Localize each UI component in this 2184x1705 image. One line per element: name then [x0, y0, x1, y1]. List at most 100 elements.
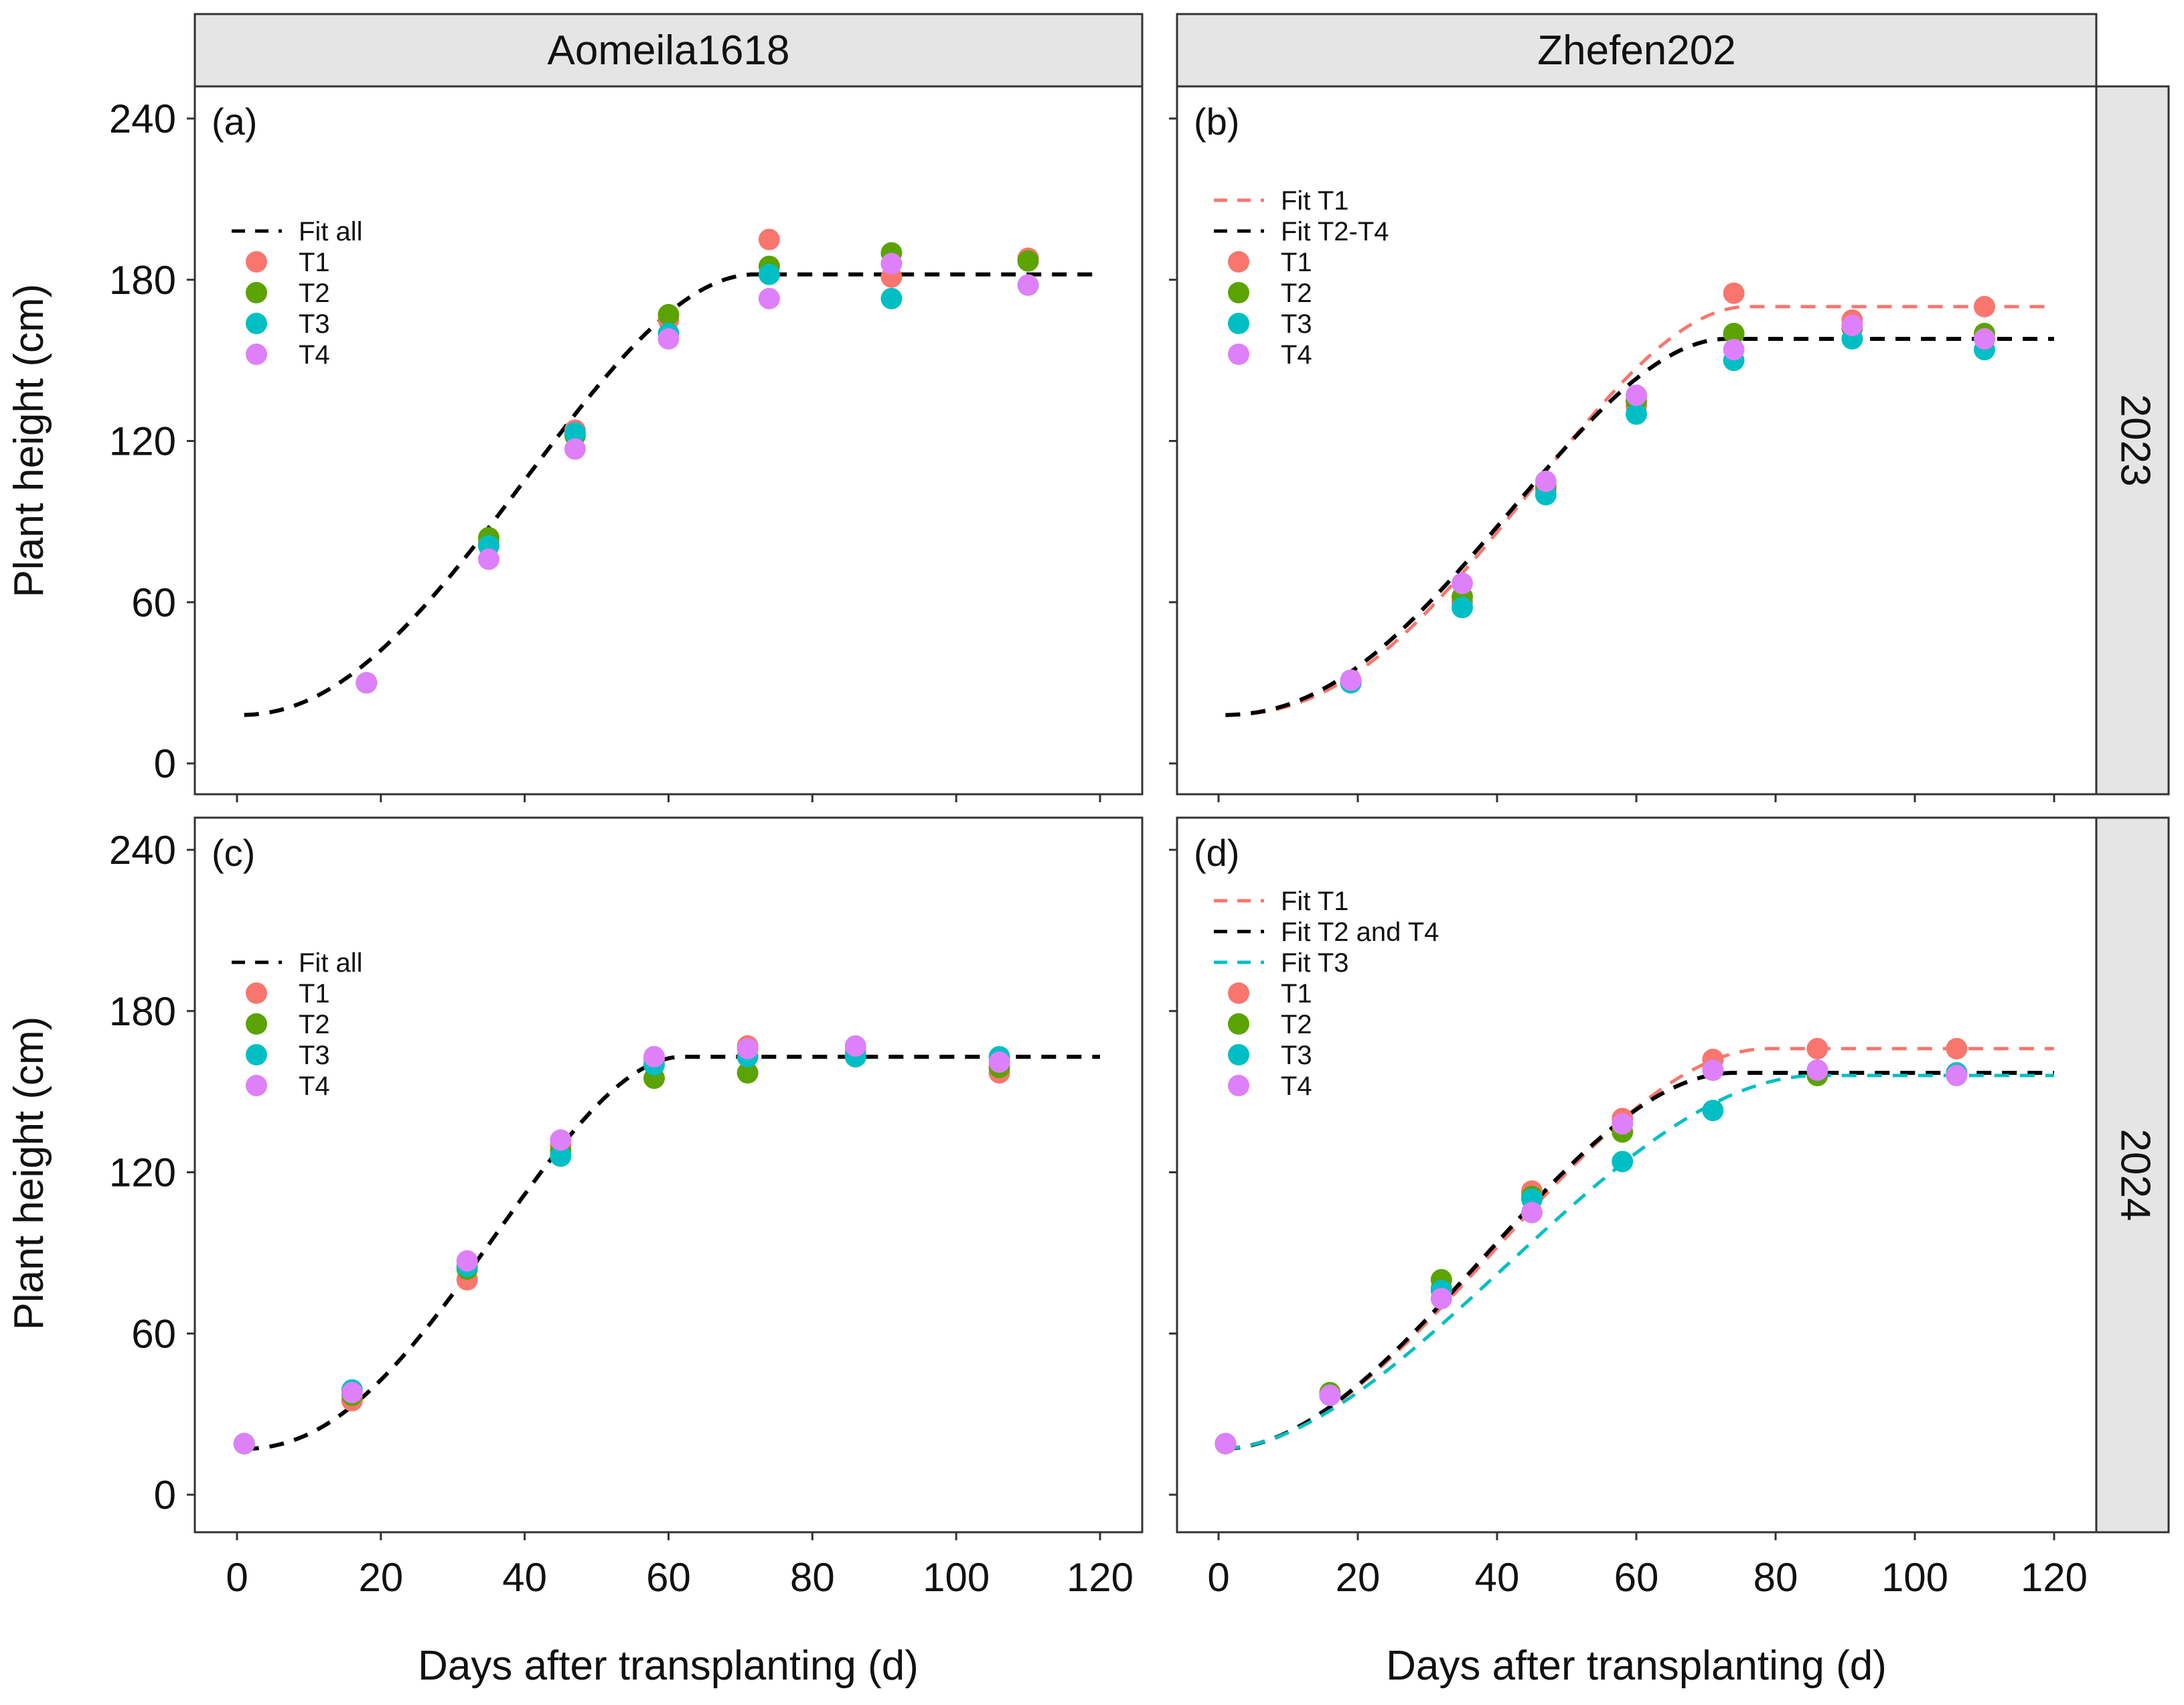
legend-label: T2	[1281, 279, 1312, 308]
legend-point-icon	[1228, 1013, 1249, 1035]
data-point-t4	[1723, 339, 1745, 361]
legend-point-icon	[246, 251, 267, 273]
panel-label: (a)	[212, 100, 257, 143]
legend-label: Fit T2-T4	[1281, 217, 1389, 246]
legend-label: Fit T1	[1281, 186, 1349, 216]
data-point-t2	[1017, 250, 1039, 272]
x-axis-label-right: Days after transplanting (d)	[1386, 1643, 1887, 1689]
legend-label: T3	[1281, 309, 1312, 339]
x-tick-label: 0	[226, 1555, 248, 1600]
data-point-t4	[1626, 384, 1647, 406]
fit-line	[244, 272, 1100, 717]
y-tick-label: 0	[154, 1473, 176, 1517]
legend-label: T3	[299, 1041, 330, 1070]
x-tick-label: 120	[2021, 1555, 2088, 1600]
data-point-t1	[1723, 282, 1745, 304]
data-point-t4	[844, 1035, 866, 1057]
legend-point-icon	[246, 282, 267, 303]
legend-point-icon	[1228, 313, 1249, 334]
y-tick-label: 180	[109, 258, 176, 303]
x-axis-label-left: Days after transplanting (d)	[418, 1643, 919, 1689]
x-tick-label: 40	[502, 1555, 547, 1600]
legend-label: T3	[1281, 1041, 1312, 1070]
y-axis-label-top: Plant height (cm)	[6, 284, 52, 598]
data-point-t4	[1806, 1059, 1828, 1082]
data-point-t3	[550, 1145, 572, 1167]
legend-point-icon	[1228, 1044, 1249, 1065]
data-point-t4	[657, 328, 680, 350]
x-tick-label: 80	[790, 1555, 835, 1600]
data-point-t2	[736, 1062, 759, 1084]
y-tick-label: 60	[131, 580, 176, 625]
data-point-t3	[1702, 1100, 1724, 1122]
legend-point-icon	[246, 1044, 267, 1065]
legend-label: T1	[1281, 248, 1312, 277]
x-tick-label: 60	[646, 1555, 691, 1600]
legend-label: T2	[299, 279, 330, 308]
data-point-t4	[550, 1129, 572, 1151]
data-point-t4	[1612, 1113, 1634, 1135]
panel-frame	[1176, 85, 2098, 796]
legend-point-icon	[1228, 1075, 1249, 1096]
legend-label: Fit all	[299, 948, 363, 978]
data-point-t4	[233, 1432, 255, 1455]
data-point-t4	[1841, 314, 1863, 336]
fit-line	[1225, 305, 2054, 717]
data-point-t3	[1612, 1151, 1634, 1173]
legend-label: T4	[1281, 1071, 1312, 1101]
row-strip-label: 2024	[2112, 1129, 2159, 1221]
column-strip	[193, 13, 1144, 88]
data-point-t1	[758, 228, 780, 250]
data-point-t2	[1723, 323, 1745, 344]
panel-frame	[193, 816, 1144, 1534]
panel-label: (b)	[1194, 100, 1239, 143]
x-tick-label: 40	[1475, 1555, 1520, 1600]
data-point-t4	[643, 1045, 666, 1067]
legend-label: Fit all	[299, 217, 363, 246]
data-point-t4	[1430, 1288, 1452, 1310]
y-tick-label: 120	[109, 1151, 176, 1195]
data-point-t3	[564, 422, 586, 444]
legend-point-icon	[246, 982, 267, 1004]
data-point-t2	[657, 303, 680, 325]
data-point-t4	[1017, 274, 1039, 296]
y-tick-label: 240	[109, 96, 176, 141]
row-strip	[2095, 85, 2170, 796]
x-tick-label: 120	[1067, 1555, 1134, 1600]
legend-point-icon	[246, 344, 267, 365]
data-point-t4	[1521, 1201, 1543, 1224]
data-point-t4	[880, 252, 903, 275]
y-axis-label-bottom: Plant height (cm)	[6, 1017, 52, 1331]
legend-label: T1	[299, 248, 330, 277]
column-strip	[1176, 13, 2098, 88]
fit-line	[1225, 1073, 2054, 1451]
x-tick-label: 0	[1207, 1555, 1229, 1600]
data-point-t4	[1974, 328, 1995, 350]
legend-label: T1	[1281, 979, 1312, 1009]
data-point-t4	[1535, 470, 1557, 492]
legend-label: Fit T2 and T4	[1281, 917, 1439, 947]
legend-label: T4	[299, 1071, 330, 1101]
data-point-t4	[477, 548, 499, 571]
data-point-t4	[456, 1250, 478, 1272]
legend-label: T4	[299, 340, 330, 370]
x-tick-label: 20	[358, 1555, 403, 1600]
data-point-t1	[1946, 1037, 1968, 1059]
data-point-t4	[1340, 669, 1362, 691]
data-point-t4	[1702, 1059, 1724, 1082]
column-strip-label: Zhefen202	[1537, 27, 1735, 74]
y-tick-label: 60	[131, 1311, 176, 1356]
data-point-t4	[758, 287, 780, 309]
x-tick-label: 100	[923, 1555, 990, 1600]
data-point-t1	[1806, 1037, 1828, 1059]
data-point-t4	[564, 438, 586, 460]
row-strip-label: 2023	[2112, 394, 2159, 487]
panel-label: (d)	[1194, 832, 1239, 874]
row-strip	[2095, 816, 2170, 1534]
legend-point-icon	[1228, 251, 1249, 273]
legend-point-icon	[1228, 982, 1249, 1004]
